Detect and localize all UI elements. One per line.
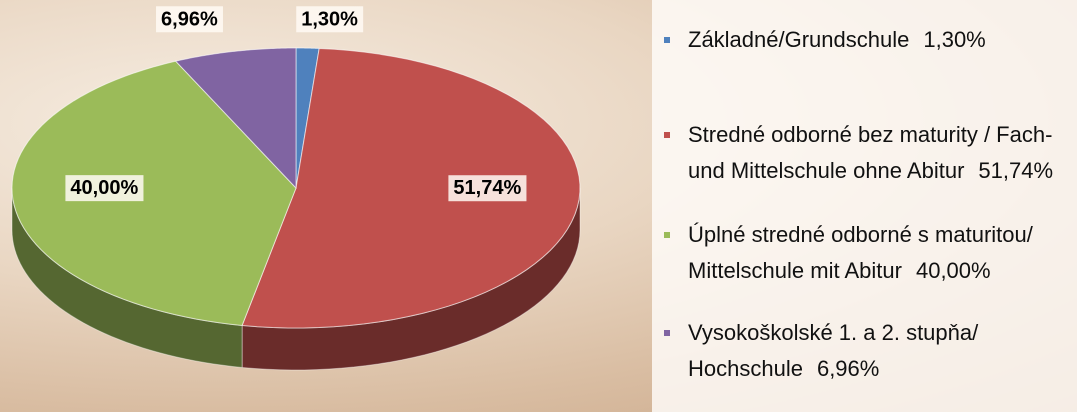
legend-text: Základné/Grundschule 1,30% [688,22,1059,58]
legend-text: Stredné odborné bez maturity / Fach- und… [688,117,1059,189]
legend-text: Vysokoškolské 1. a 2. stupňa/ Hochschule… [688,315,1059,387]
data-label-bg [296,6,364,33]
data-label-group: 40,00% [65,175,144,202]
legend-label: Základné/Grundschule [688,27,910,52]
data-label-bg [448,175,527,202]
legend-label: Vysokoškolské 1. a 2. stupňa/ Hochschule [688,320,979,381]
data-label: 51,74% [453,177,521,199]
legend-swatch [664,132,670,138]
data-label-group: 51,74% [448,175,527,202]
legend-entry: Úplné stredné odborné s maturitou/ Mitte… [664,217,1059,289]
legend-entry: Stredné odborné bez maturity / Fach- und… [664,117,1059,189]
legend-swatch [664,330,670,336]
legend-entry: Základné/Grundschule 1,30% [664,22,1059,58]
legend-label: Úplné stredné odborné s maturitou/ Mitte… [688,222,1033,283]
legend-text: Úplné stredné odborné s maturitou/ Mitte… [688,217,1059,289]
data-label: 1,30% [301,8,358,30]
legend-value: 1,30% [923,27,986,52]
legend: Základné/Grundschule 1,30% Stredné odborné… [652,0,1077,412]
data-label: 40,00% [70,177,138,199]
legend-value: 6,96% [816,356,880,381]
slice [241,47,581,329]
data-label-bg [65,175,144,202]
legend-entry: Vysokoškolské 1. a 2. stupňa/ Hochschule… [664,315,1059,387]
chart: 1,30% 51,74% 40,00% 6,96% [11,6,581,371]
legend-swatch [664,37,670,43]
legend-value: 51,74% [978,158,1054,183]
data-label-group: 6,96% [156,6,223,33]
legend-value: 40,00% [915,258,991,283]
slice [11,60,297,326]
legend-swatch [664,232,670,238]
slice [174,47,297,190]
data-label-bg [156,6,223,33]
data-label-group: 1,30% [296,6,364,33]
legend-label: Stredné odborné bez maturity / Fach- und… [688,122,1053,183]
data-label: 6,96% [161,8,218,30]
